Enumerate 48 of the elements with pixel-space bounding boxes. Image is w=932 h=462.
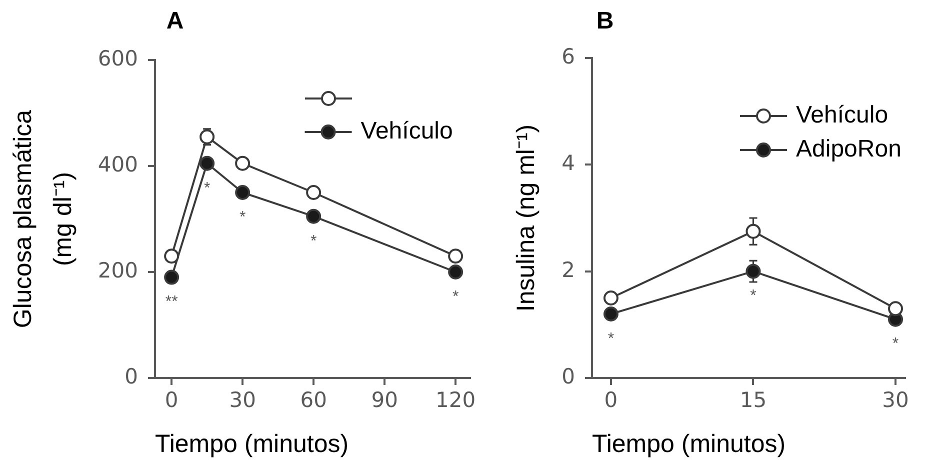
point: [306, 208, 322, 224]
y-tick-label: 0: [562, 364, 575, 388]
point: [746, 264, 761, 279]
point: [235, 156, 250, 171]
x-tick-label: 0: [164, 388, 178, 412]
x-tick-label: 30: [882, 388, 909, 412]
x-axis-title: Tiempo (minutos): [592, 430, 786, 458]
y-tick-label: 6: [562, 44, 575, 68]
point: [164, 270, 180, 285]
y-tick-label: 2: [562, 258, 575, 282]
annotation: *: [892, 336, 899, 353]
annotation: *: [750, 288, 756, 305]
y-tick-label: 600: [98, 46, 138, 70]
legend-label: AdipoRon: [796, 136, 902, 163]
point: [603, 290, 618, 306]
point: [888, 301, 904, 316]
y-tick-label: 200: [98, 258, 138, 282]
point: [235, 185, 250, 200]
x-tick-label: 30: [229, 388, 256, 412]
x-tick-label: 120: [436, 388, 476, 412]
annotation: **: [165, 294, 178, 311]
point: [200, 156, 215, 171]
chart-title: B: [596, 8, 614, 35]
legend-label: Vehículo: [360, 118, 453, 145]
point: [200, 129, 215, 144]
annotation: *: [310, 232, 317, 250]
annotation: *: [452, 288, 459, 306]
annotation: *: [204, 180, 210, 197]
x-tick-label: 90: [371, 388, 398, 412]
y-tick-label: 0: [124, 364, 138, 388]
x-tick-label: 0: [604, 388, 618, 412]
point: [746, 224, 761, 239]
annotation: *: [608, 330, 614, 348]
point: [164, 248, 180, 264]
point: [306, 185, 322, 200]
x-axis-title: Tiempo (minutos): [155, 430, 349, 458]
y-tick-label: 400: [98, 152, 138, 176]
legend-label: Vehículo: [796, 102, 888, 129]
point: [448, 248, 464, 264]
point: [448, 264, 464, 280]
y-axis-title: Glucosa plasmática (mg dl⁻¹): [8, 110, 77, 328]
y-axis-title: Insulina (ng ml⁻¹): [512, 124, 540, 312]
chart-title: A: [166, 8, 184, 35]
annotation: *: [239, 208, 246, 226]
x-tick-label: 15: [740, 388, 767, 412]
point: [603, 306, 618, 322]
y-tick-label: 4: [562, 151, 575, 176]
x-tick-label: 60: [300, 388, 327, 412]
